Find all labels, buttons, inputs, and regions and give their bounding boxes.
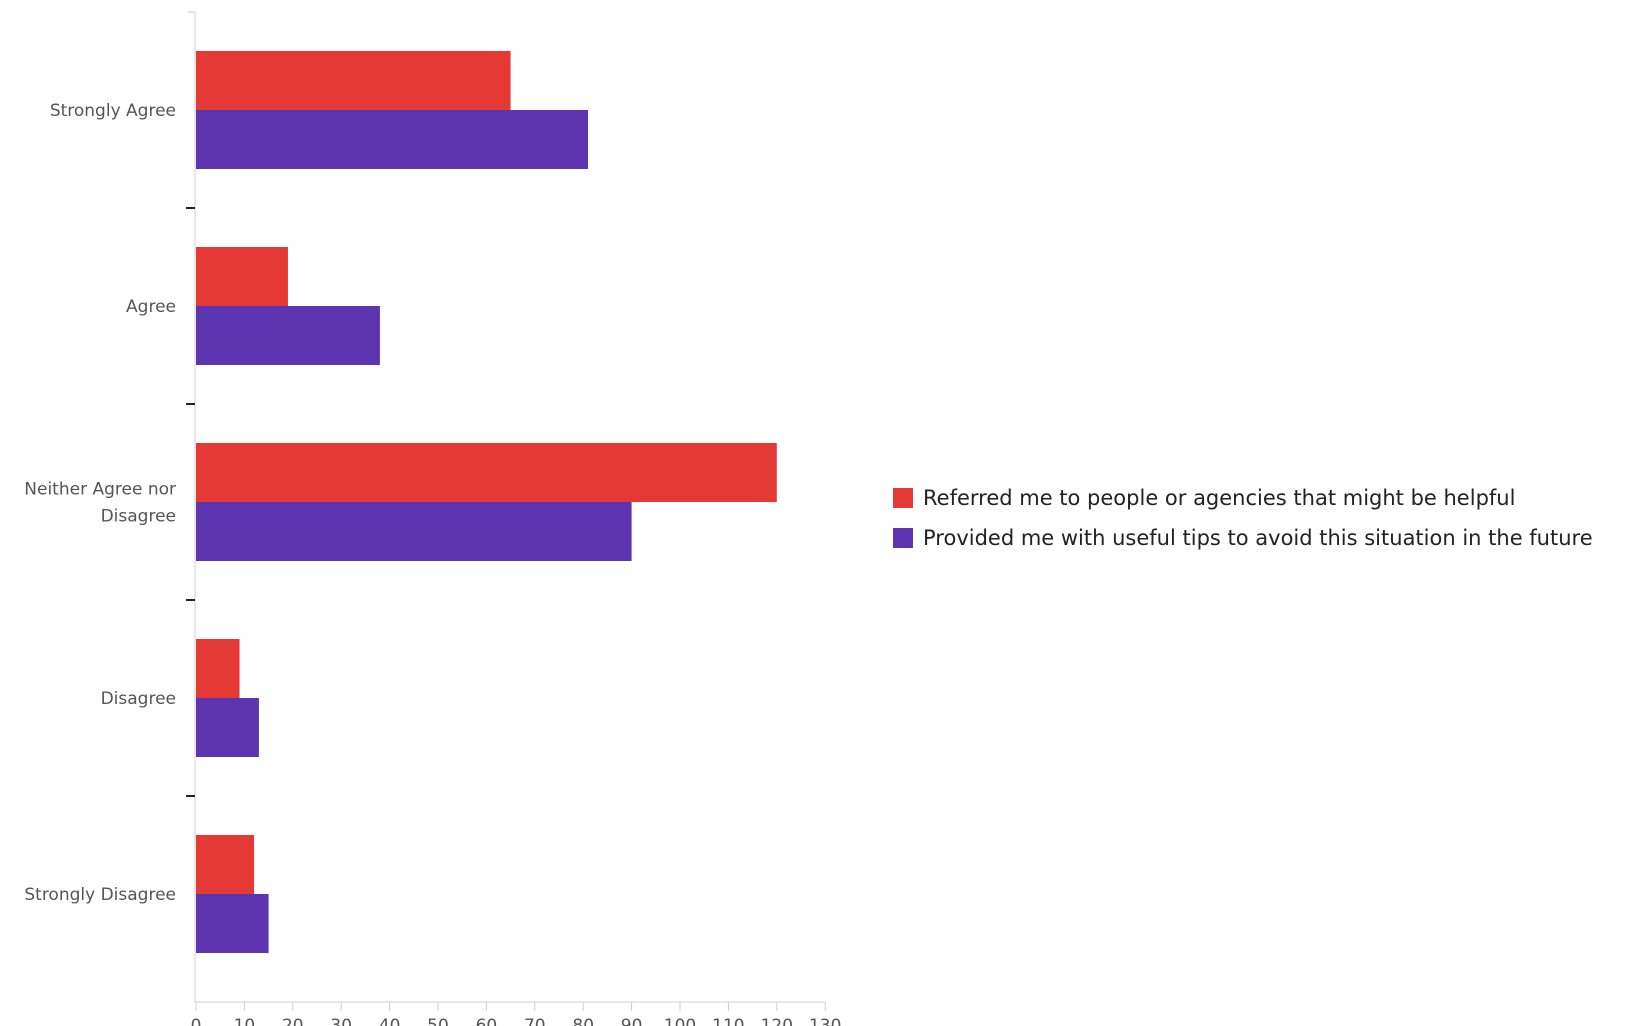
x-tick-label: 120	[761, 1016, 793, 1026]
bar-agree-series-2[interactable]	[196, 306, 380, 365]
x-tick-label: 80	[572, 1016, 594, 1026]
axes-layer	[186, 11, 826, 1011]
bar-neither-agree-nor-disagree-series-1[interactable]	[196, 443, 777, 502]
x-tick-label: 100	[664, 1016, 696, 1026]
labels-layer: 0 10 20 30 40 50 60 70 80 90 100 110 120 130 Strongly …	[24, 101, 841, 1026]
bar-disagree-series-2[interactable]	[196, 698, 259, 757]
x-tick-label: 110	[712, 1016, 744, 1026]
bar-neither-agree-nor-disagree-series-2[interactable]	[196, 502, 632, 561]
category-label-strongly-disagree: Strongly Disagree	[24, 885, 176, 905]
legend-label-referred: Referred me to people or agencies that m…	[923, 486, 1516, 510]
bar-strongly-agree-series-1[interactable]	[196, 51, 511, 110]
x-tick-label: 50	[427, 1016, 449, 1026]
x-tick-label: 130	[809, 1016, 841, 1026]
category-label-neither-agree-nor-disagree: Neither Agree nor Disagree	[24, 480, 176, 527]
x-tick-label: 0	[191, 1016, 202, 1026]
legend: Referred me to people or agencies that m…	[893, 478, 1593, 558]
legend-item-provided[interactable]: Provided me with useful tips to avoid th…	[893, 518, 1593, 558]
x-tick-label: 90	[621, 1016, 643, 1026]
legend-label-provided: Provided me with useful tips to avoid th…	[923, 526, 1593, 550]
x-tick-label: 40	[379, 1016, 401, 1026]
category-label-strongly-agree: Strongly Agree	[50, 101, 176, 121]
legend-item-referred[interactable]: Referred me to people or agencies that m…	[893, 478, 1593, 518]
category-label-agree: Agree	[126, 297, 176, 317]
bar-strongly-disagree-series-2[interactable]	[196, 894, 269, 953]
x-tick-label: 70	[524, 1016, 546, 1026]
x-tick-label: 60	[476, 1016, 498, 1026]
x-tick-label: 30	[330, 1016, 352, 1026]
bar-strongly-disagree-series-1[interactable]	[196, 835, 255, 894]
bar-disagree-series-1[interactable]	[196, 639, 240, 698]
legend-swatch-provided	[893, 528, 913, 548]
category-label-disagree: Disagree	[101, 689, 176, 709]
bar-agree-series-1[interactable]	[196, 247, 288, 306]
bars-layer	[196, 51, 777, 953]
bar-strongly-agree-series-2[interactable]	[196, 110, 589, 169]
x-tick-label: 10	[234, 1016, 256, 1026]
x-tick-label: 20	[282, 1016, 304, 1026]
legend-swatch-referred	[893, 488, 913, 508]
